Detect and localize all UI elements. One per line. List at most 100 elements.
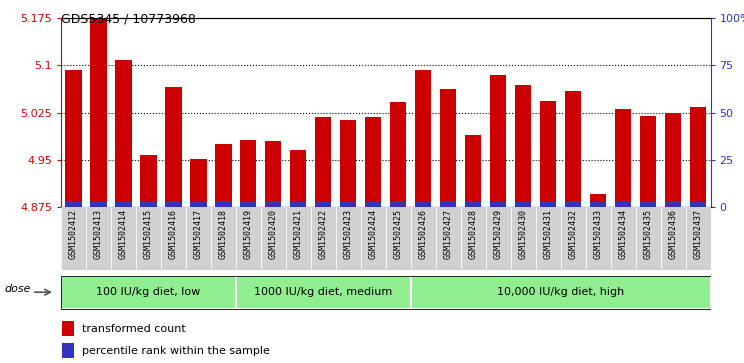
Text: GDS5345 / 10773968: GDS5345 / 10773968 <box>61 13 196 26</box>
Bar <box>315 201 331 207</box>
Text: 10,000 IU/kg diet, high: 10,000 IU/kg diet, high <box>497 287 624 297</box>
Bar <box>265 201 281 207</box>
Text: GSM1502422: GSM1502422 <box>319 209 328 259</box>
Bar <box>190 159 207 207</box>
Bar <box>165 201 182 207</box>
Bar <box>165 87 182 207</box>
Bar <box>141 201 156 207</box>
Bar <box>215 201 231 207</box>
Bar <box>161 207 186 270</box>
Bar <box>436 207 461 270</box>
Bar <box>635 207 661 270</box>
Text: GSM1502432: GSM1502432 <box>568 209 577 259</box>
Bar <box>590 201 606 207</box>
Bar <box>340 201 356 207</box>
Bar <box>240 201 257 207</box>
Text: GSM1502428: GSM1502428 <box>469 209 478 259</box>
Bar <box>340 120 356 207</box>
Bar <box>290 150 307 207</box>
Text: GSM1502429: GSM1502429 <box>494 209 503 259</box>
Bar <box>465 135 481 207</box>
Bar <box>236 207 261 270</box>
Bar <box>61 207 86 270</box>
Bar <box>611 207 635 270</box>
Bar <box>615 109 631 207</box>
Bar <box>515 85 531 207</box>
Bar <box>90 201 106 207</box>
Bar <box>62 343 74 358</box>
Text: GSM1502418: GSM1502418 <box>219 209 228 259</box>
Bar <box>586 207 611 270</box>
Text: GSM1502413: GSM1502413 <box>94 209 103 259</box>
Bar <box>361 207 386 270</box>
Bar <box>111 207 136 270</box>
Text: GSM1502425: GSM1502425 <box>394 209 403 259</box>
Bar <box>690 201 706 207</box>
Text: GSM1502421: GSM1502421 <box>294 209 303 259</box>
Bar <box>336 207 361 270</box>
Bar <box>665 201 682 207</box>
Text: GSM1502412: GSM1502412 <box>69 209 78 259</box>
Bar <box>536 207 561 270</box>
Bar <box>315 117 331 207</box>
Bar <box>515 201 531 207</box>
Text: GSM1502436: GSM1502436 <box>669 209 678 259</box>
FancyBboxPatch shape <box>61 276 236 309</box>
Bar <box>415 70 432 207</box>
Bar <box>540 201 557 207</box>
Text: transformed count: transformed count <box>82 324 185 334</box>
Bar <box>186 207 211 270</box>
Bar <box>136 207 161 270</box>
Bar <box>115 60 132 207</box>
Bar <box>390 102 406 207</box>
Text: GSM1502427: GSM1502427 <box>443 209 452 259</box>
Bar <box>90 18 106 207</box>
Bar <box>685 207 711 270</box>
Text: GSM1502430: GSM1502430 <box>519 209 527 259</box>
Bar <box>465 201 481 207</box>
Text: GSM1502417: GSM1502417 <box>194 209 203 259</box>
Bar <box>510 207 536 270</box>
Text: GSM1502434: GSM1502434 <box>618 209 628 259</box>
Bar <box>490 201 507 207</box>
Bar <box>640 201 656 207</box>
Bar <box>65 70 82 207</box>
Bar <box>115 201 132 207</box>
Bar <box>211 207 236 270</box>
Text: GSM1502416: GSM1502416 <box>169 209 178 259</box>
Bar <box>386 207 411 270</box>
Bar <box>490 75 507 207</box>
Bar <box>661 207 685 270</box>
Bar <box>440 201 456 207</box>
Bar <box>390 201 406 207</box>
Bar <box>141 155 156 207</box>
FancyBboxPatch shape <box>411 276 711 309</box>
Bar <box>540 101 557 207</box>
Text: GSM1502424: GSM1502424 <box>369 209 378 259</box>
Bar <box>615 201 631 207</box>
Bar <box>440 89 456 207</box>
Text: percentile rank within the sample: percentile rank within the sample <box>82 346 269 356</box>
Bar <box>486 207 510 270</box>
Bar <box>561 207 586 270</box>
Bar <box>240 140 257 207</box>
Text: GSM1502420: GSM1502420 <box>269 209 278 259</box>
Text: GSM1502435: GSM1502435 <box>644 209 652 259</box>
Bar <box>411 207 436 270</box>
Text: GSM1502415: GSM1502415 <box>144 209 153 259</box>
Text: GSM1502426: GSM1502426 <box>419 209 428 259</box>
Bar <box>311 207 336 270</box>
Bar <box>415 201 432 207</box>
Bar <box>290 201 307 207</box>
Bar <box>461 207 486 270</box>
Text: dose: dose <box>5 284 31 294</box>
Bar <box>565 201 581 207</box>
Text: GSM1502433: GSM1502433 <box>594 209 603 259</box>
Text: GSM1502431: GSM1502431 <box>544 209 553 259</box>
Text: 100 IU/kg diet, low: 100 IU/kg diet, low <box>96 287 201 297</box>
Text: 1000 IU/kg diet, medium: 1000 IU/kg diet, medium <box>254 287 392 297</box>
Bar <box>565 90 581 207</box>
Bar <box>690 107 706 207</box>
Bar <box>365 201 382 207</box>
Text: GSM1502414: GSM1502414 <box>119 209 128 259</box>
